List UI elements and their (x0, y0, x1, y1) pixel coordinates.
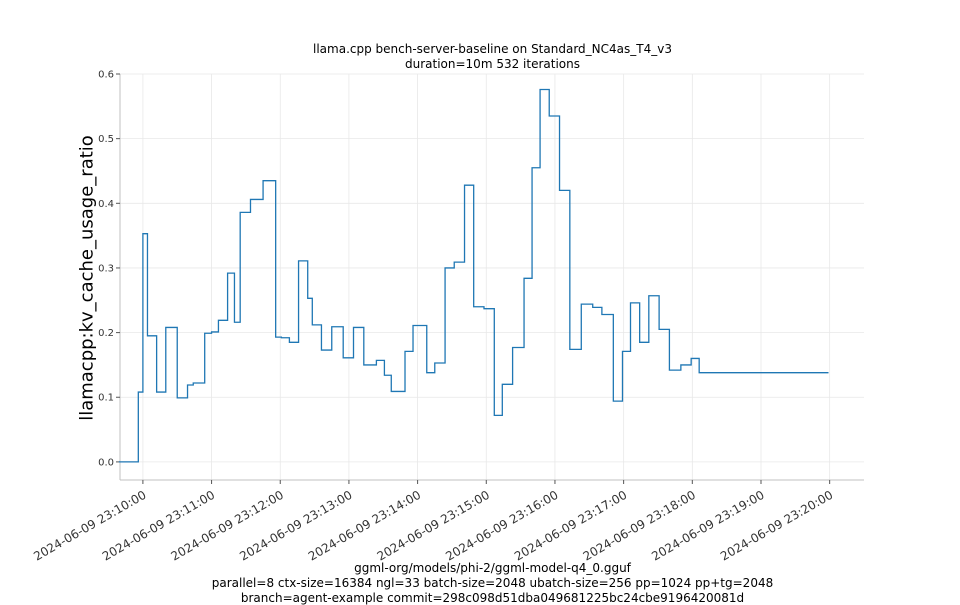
x-axis-label-line-3: branch=agent-example commit=298c098d51db… (0, 591, 960, 605)
y-tick-label: 0.4 (98, 199, 114, 210)
y-tick-label: 0.3 (98, 263, 114, 274)
x-axis-label-line-2: parallel=8 ctx-size=16384 ngl=33 batch-s… (0, 576, 960, 590)
y-tick-label: 0.5 (98, 134, 114, 145)
x-tick-label: 2024-06-09 23:10:00 (31, 488, 148, 564)
x-tick-label: 2024-06-09 23:12:00 (169, 488, 286, 564)
x-tick-label: 2024-06-09 23:14:00 (306, 488, 423, 564)
y-tick-label: 0.1 (98, 393, 114, 404)
x-tick-label: 2024-06-09 23:16:00 (443, 488, 560, 564)
series-line (119, 90, 829, 462)
x-tick-label: 2024-06-09 23:15:00 (375, 488, 492, 564)
x-axis-label-line-1: ggml-org/models/phi-2/ggml-model-q4_0.gg… (0, 561, 960, 575)
x-tick-label: 2024-06-09 23:11:00 (100, 488, 217, 564)
x-tick-label: 2024-06-09 23:13:00 (237, 488, 354, 564)
x-tick-label: 2024-06-09 23:17:00 (512, 488, 629, 564)
x-tick-label: 2024-06-09 23:20:00 (718, 488, 835, 564)
y-tick-label: 0.6 (98, 70, 114, 81)
x-tick-label: 2024-06-09 23:18:00 (581, 488, 698, 564)
y-tick-label: 0.2 (98, 328, 114, 339)
y-tick-label: 0.0 (98, 457, 114, 468)
x-tick-label: 2024-06-09 23:19:00 (649, 488, 766, 564)
